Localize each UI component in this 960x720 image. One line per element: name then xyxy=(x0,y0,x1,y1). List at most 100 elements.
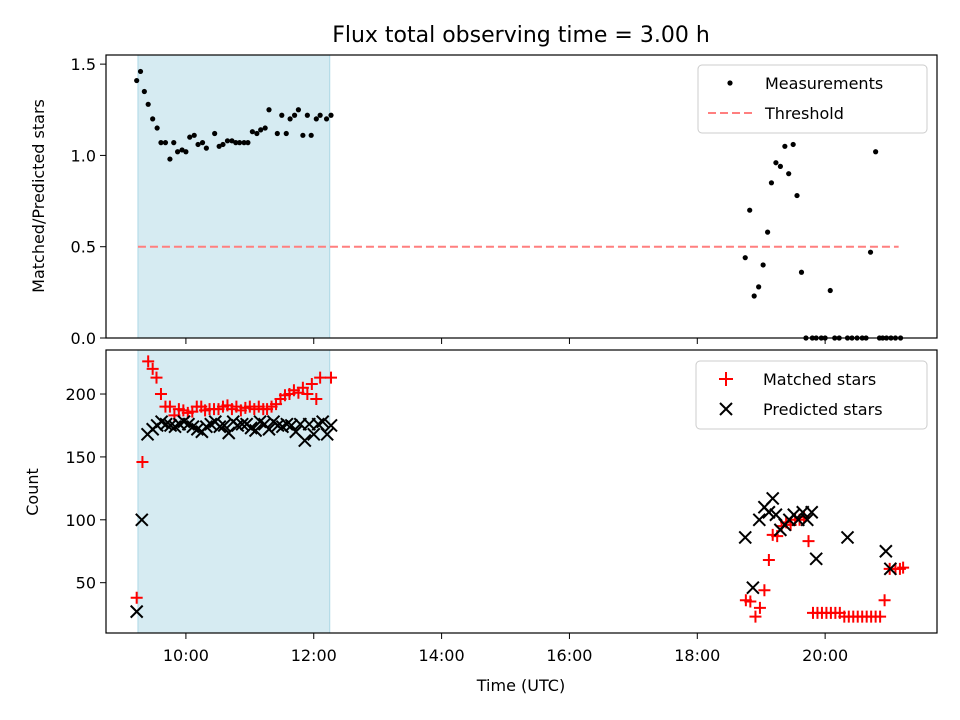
measurement-point xyxy=(150,116,156,122)
measurement-point xyxy=(308,132,314,138)
measurement-point xyxy=(191,132,197,138)
measurement-point xyxy=(212,130,218,137)
matched-stars-point xyxy=(136,455,149,468)
count-x-tick-label: 16:00 xyxy=(546,646,592,665)
measurement-point xyxy=(777,163,783,169)
predicted-stars-point xyxy=(213,420,227,434)
measurement-point xyxy=(258,127,264,133)
count-ticks: 50 100 150 200 10:00 12:00 14:00 16:00 18:00 20:0… xyxy=(65,385,848,665)
measurement-point xyxy=(158,140,164,146)
matched-stars-point xyxy=(150,371,163,384)
measurement-point xyxy=(313,116,319,122)
count-y-tick-label: 100 xyxy=(65,511,96,530)
predicted-stars-point xyxy=(800,513,814,527)
measurement-point xyxy=(249,129,255,135)
measurement-point xyxy=(171,140,177,146)
measurement-point xyxy=(300,132,306,138)
predicted-stars-point xyxy=(262,422,276,436)
matched-stars-point xyxy=(749,610,762,623)
ratio-plot-frame xyxy=(105,54,938,339)
predicted-stars-point xyxy=(746,581,760,595)
predicted-stars-point xyxy=(307,427,321,441)
predicted-stars-point xyxy=(883,562,898,576)
measurement-point xyxy=(236,140,243,146)
ratio-y-tick-label: 0.0 xyxy=(71,329,96,348)
measurement-point xyxy=(742,255,748,261)
measurement-point xyxy=(279,112,285,118)
measurement-point xyxy=(183,149,189,155)
ratio-marks xyxy=(134,68,904,341)
matched-stars-point xyxy=(310,393,323,406)
count-panel: 50 100 150 200 10:00 12:00 14:00 16:00 18:00 20:0… xyxy=(23,349,938,695)
matched-stars-point xyxy=(142,355,155,368)
count-x-tick-label: 20:00 xyxy=(802,646,848,665)
predicted-stars-point xyxy=(752,513,767,527)
matched-stars-point xyxy=(154,388,167,401)
measurement-point xyxy=(137,68,144,75)
count-y-tick-label: 50 xyxy=(76,574,96,593)
predicted-stars-point xyxy=(879,544,893,558)
measurement-point xyxy=(145,101,151,107)
predicted-stars-point xyxy=(135,513,149,527)
measurement-point xyxy=(323,116,330,122)
ratio-panel: 0.0 0.5 1.0 1.5 Matched/Predicted stars Mea… xyxy=(29,54,938,348)
matched-stars-point xyxy=(130,591,143,604)
predicted-stars-point xyxy=(248,423,263,438)
measurement-point xyxy=(195,141,201,148)
count-x-axis-label: Time (UTC) xyxy=(476,676,565,695)
predicted-stars-point xyxy=(320,427,334,441)
measurement-point xyxy=(287,116,293,122)
predicted-stars-point xyxy=(129,604,144,619)
ratio-y-tick-label: 0.5 xyxy=(71,238,96,257)
matched-stars-point xyxy=(802,535,815,548)
matched-stars-point xyxy=(325,371,338,384)
count-legend-box xyxy=(695,360,928,430)
measurement-point xyxy=(224,138,231,144)
count-x-tick-label: 12:00 xyxy=(291,646,337,665)
predicted-stars-point xyxy=(762,505,776,519)
measurement-point xyxy=(765,229,771,235)
measurement-point xyxy=(768,180,775,186)
predicted-stars-point xyxy=(805,505,819,519)
ratio-shaded-interval xyxy=(137,54,331,339)
predicted-stars-point xyxy=(766,491,780,506)
measurement-point xyxy=(266,107,272,113)
measurement-point xyxy=(254,130,260,137)
chart-title: Flux total observing time = 3.00 h xyxy=(332,23,710,48)
measurement-point xyxy=(786,171,792,177)
count-x-tick-label: 10:00 xyxy=(163,646,209,665)
ratio-ticks: 0.0 0.5 1.0 1.5 xyxy=(71,55,826,348)
matched-legend-label: Matched stars xyxy=(763,370,876,389)
matched-stars-point xyxy=(897,561,910,574)
predicted-stars-point xyxy=(324,418,338,433)
count-marks xyxy=(129,355,910,623)
threshold-legend-label: Threshold xyxy=(764,104,844,123)
measurement-point xyxy=(199,140,206,146)
matched-stars-point xyxy=(758,584,771,597)
measurement-point xyxy=(241,140,247,146)
measurement-point xyxy=(798,269,805,275)
measurement-point xyxy=(233,140,239,146)
count-legend: Matched stars Predicted stars xyxy=(695,360,928,430)
measurement-point xyxy=(751,293,757,299)
ratio-y-tick-label: 1.0 xyxy=(71,146,96,165)
predicted-stars-point xyxy=(840,530,855,545)
matched-legend-marker xyxy=(719,372,733,386)
matched-stars-point xyxy=(314,371,327,384)
measurement-point xyxy=(167,156,173,162)
matched-stars-point xyxy=(874,610,887,623)
ratio-legend: Measurements Threshold xyxy=(697,64,928,134)
ratio-y-tick-label: 1.5 xyxy=(71,55,96,74)
measurement-point xyxy=(174,149,181,155)
measurement-point xyxy=(162,140,169,146)
measurement-point xyxy=(794,192,800,199)
predicted-stars-point xyxy=(159,417,173,431)
predicted-legend-marker xyxy=(719,402,733,416)
matched-stars-point xyxy=(296,381,309,394)
measurement-point xyxy=(773,160,779,166)
matched-stars-point xyxy=(163,400,176,413)
predicted-stars-point xyxy=(235,417,249,431)
measurement-point xyxy=(760,262,766,268)
measurement-point xyxy=(867,249,874,255)
